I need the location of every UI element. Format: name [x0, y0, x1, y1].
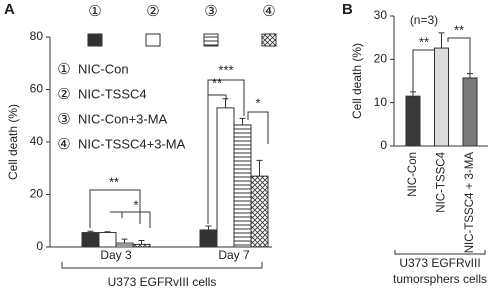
y-axis-label: Cell death (%) [350, 43, 364, 119]
bar [250, 175, 269, 248]
axis-bracket [394, 250, 486, 255]
error-bar [467, 73, 473, 78]
error-bar [410, 91, 416, 97]
bar [216, 107, 235, 248]
error-bar [205, 225, 212, 230]
y-axis-label: Cell death (%) [6, 104, 20, 180]
bar [462, 77, 478, 147]
annotation: ** [212, 75, 222, 90]
legend-label: NIC-Con+3-MA [78, 111, 168, 126]
y-tick-label: 60 [30, 82, 44, 96]
bar [434, 47, 449, 147]
error-bar [138, 239, 145, 245]
legend-marker: ① [57, 61, 70, 78]
legend-swatch [203, 33, 219, 47]
annotation: ** [419, 34, 429, 49]
y-tick-label: 80 [30, 29, 44, 43]
x-tick-label: NIC-TSSC4 [436, 151, 448, 212]
y-tick-label: 10 [374, 95, 388, 109]
y-tick-label: 40 [30, 134, 44, 148]
legend-marker: ③ [57, 111, 70, 128]
legend-marker: ③ [204, 3, 217, 20]
legend-swatch [261, 33, 277, 47]
significance-bracket [412, 37, 471, 92]
legend-swatch [87, 33, 103, 47]
legend-marker: ④ [262, 3, 275, 20]
significance-bracket [207, 79, 269, 224]
y-tick-label: 0 [380, 138, 387, 152]
bar [81, 232, 100, 248]
error-bar [239, 117, 246, 125]
error-bar [438, 32, 445, 49]
legend-marker: ① [88, 3, 101, 20]
bar [233, 124, 252, 248]
annotation: *** [218, 62, 233, 77]
legend-marker: ② [57, 86, 70, 103]
x-axis-label: tumorsphers cells [393, 272, 487, 286]
x-tick-label: Day 3 [100, 248, 132, 262]
legend-swatch [145, 33, 161, 47]
y-tick-label: 20 [30, 187, 44, 201]
error-bar [121, 238, 128, 244]
bar [405, 95, 421, 147]
legend-label: NIC-TSSC4+3-MA [78, 136, 186, 151]
bar [199, 229, 218, 248]
x-tick-label: NIC-Con [407, 152, 419, 197]
legend-label: NIC-TSSC4 [78, 86, 147, 101]
annotation: * [255, 95, 260, 110]
bar [132, 243, 151, 248]
legend-marker: ② [146, 3, 159, 20]
annotation: ** [109, 174, 119, 189]
annotation: (n=3) [410, 13, 438, 27]
axis-bracket [61, 262, 263, 269]
legend-marker: ④ [57, 136, 70, 153]
x-axis-label: U373 EGFRvIII cells [108, 275, 217, 289]
annotation: ** [454, 22, 464, 37]
x-axis-label: U373 EGFRvIII [399, 256, 480, 270]
error-bar [256, 159, 263, 177]
y-tick-label: 20 [374, 52, 388, 66]
annotation: * [133, 197, 138, 212]
bar [98, 232, 117, 248]
bar [115, 242, 134, 248]
legend-label: NIC-Con [78, 61, 129, 76]
x-tick-label: NIC-TSSC4 + 3-MA [464, 152, 476, 254]
x-tick-label: Day 7 [218, 248, 250, 262]
panel-label: B [342, 1, 353, 18]
panel-label: A [4, 1, 15, 18]
y-tick-label: 30 [374, 8, 388, 22]
significance-bracket [89, 189, 151, 228]
y-tick-label: 0 [36, 239, 43, 253]
error-bar [222, 98, 229, 108]
